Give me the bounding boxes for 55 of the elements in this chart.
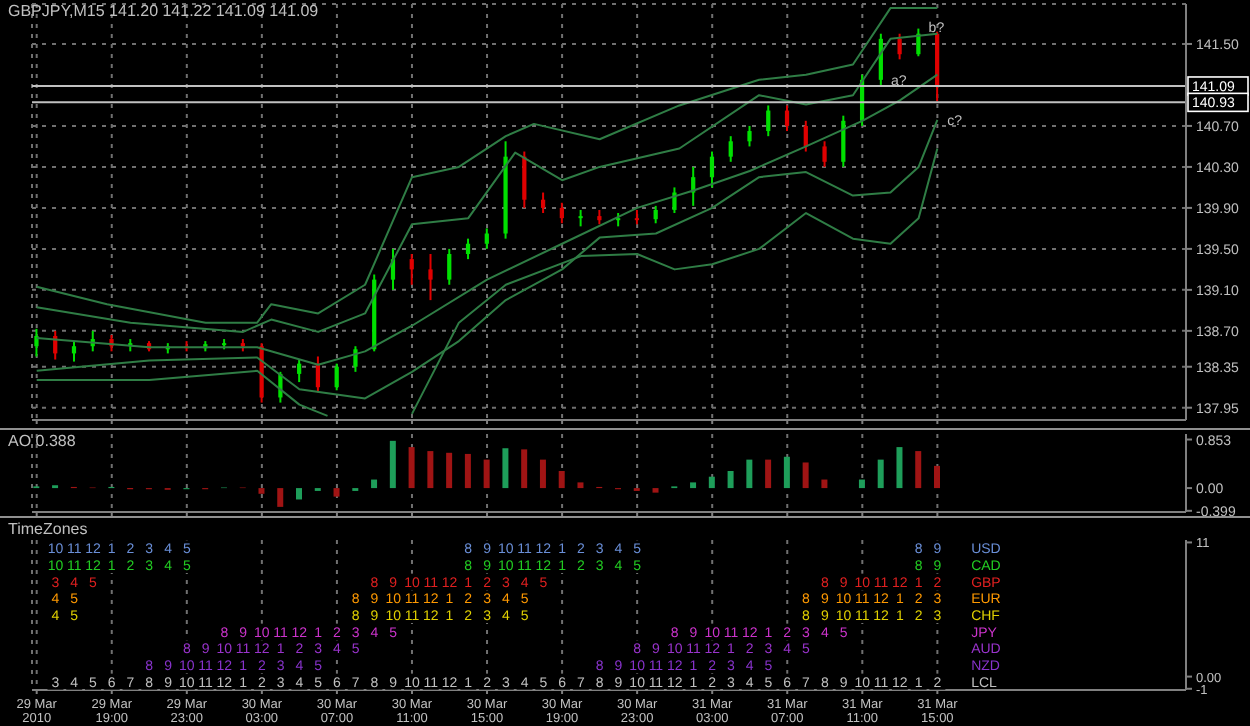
bar <box>915 451 922 489</box>
candlestick <box>447 247 452 286</box>
candlestick <box>522 150 527 209</box>
bar <box>258 488 265 494</box>
candlestick <box>465 237 471 261</box>
bar <box>727 471 734 489</box>
candlestick <box>709 150 715 189</box>
candlestick <box>822 140 827 168</box>
bar <box>446 452 453 489</box>
bar <box>896 447 903 489</box>
chart-title: TimeZones <box>8 520 88 538</box>
bar <box>708 476 715 489</box>
bar <box>408 447 415 489</box>
candlestick <box>803 119 808 153</box>
bar <box>539 459 546 489</box>
bar <box>821 479 828 489</box>
candlestick <box>540 191 546 215</box>
candlestick <box>728 135 733 163</box>
bar <box>389 440 396 489</box>
bar <box>858 479 865 489</box>
bar <box>296 488 303 500</box>
bar <box>877 459 884 489</box>
candlestick <box>766 104 771 138</box>
bar <box>277 488 284 507</box>
bar <box>577 482 584 489</box>
bar <box>558 471 565 489</box>
bar <box>464 453 471 489</box>
bar <box>746 459 753 489</box>
bar <box>690 482 697 489</box>
candlestick <box>559 201 564 225</box>
candlestick <box>71 340 77 363</box>
bar <box>802 462 809 489</box>
bar <box>502 448 509 489</box>
candlestick <box>484 227 489 250</box>
bar <box>483 459 490 489</box>
candlestick <box>297 358 302 384</box>
candlestick <box>428 253 433 302</box>
candlestick <box>747 124 752 148</box>
candlestick <box>672 186 677 215</box>
candlestick <box>409 253 414 286</box>
bar <box>765 459 772 489</box>
candlestick <box>34 327 39 358</box>
bar <box>933 465 940 489</box>
candlestick <box>784 104 790 133</box>
bar <box>521 449 528 489</box>
chart-title: AO 0.388 <box>8 432 76 450</box>
bar <box>371 479 378 489</box>
bar <box>427 451 434 489</box>
candlestick <box>841 114 846 168</box>
bar <box>333 488 340 497</box>
bar <box>783 456 790 489</box>
candlestick <box>897 32 902 61</box>
candlestick <box>353 345 358 373</box>
chart-title: GBPJPY,M15 141.20 141.22 141.09 141.09 <box>8 2 319 20</box>
candlestick <box>334 362 339 392</box>
